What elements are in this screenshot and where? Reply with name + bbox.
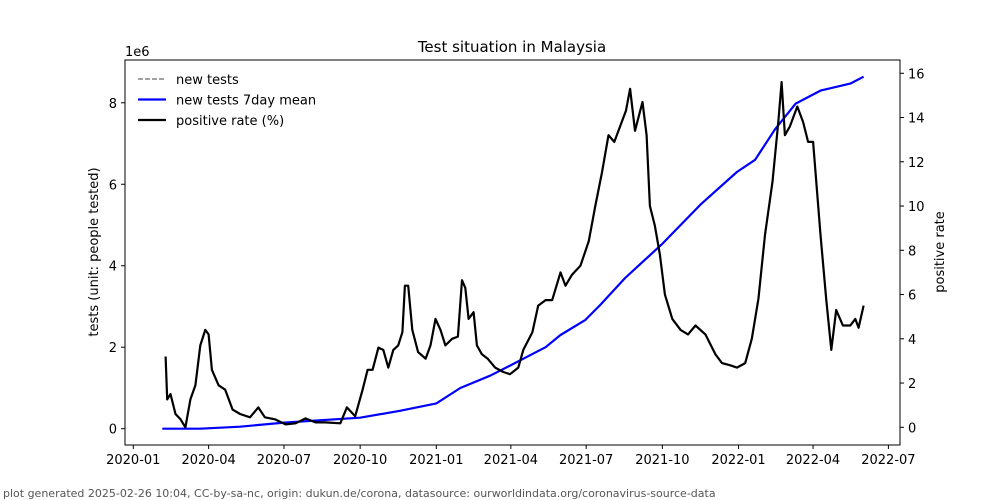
legend-label: positive rate (%) <box>176 114 284 129</box>
x-tick-label: 2021-04 <box>484 453 538 468</box>
plot-frame <box>124 59 901 446</box>
y-offset-label: 1e6 <box>125 45 150 60</box>
series-line-2 <box>164 80 865 429</box>
y-tick-label: 0 <box>109 423 117 438</box>
x-tick-label: 2020-10 <box>333 453 387 468</box>
x-tick-label: 2022-07 <box>861 453 915 468</box>
x-tick-label: 2021-01 <box>409 453 463 468</box>
x-tick-label: 2021-10 <box>635 453 689 468</box>
legend-label: new tests <box>176 73 239 88</box>
legend-label: new tests 7day mean <box>176 94 316 109</box>
y-tick-label: 8 <box>109 97 117 112</box>
x-tick-label: 2022-04 <box>786 453 840 468</box>
y-right-tick-label: 14 <box>908 112 925 127</box>
legend: new tests new tests 7day mean positive rat… <box>138 73 316 129</box>
y-right-tick-label: 8 <box>908 244 916 259</box>
y-right-tick-label: 12 <box>908 156 925 171</box>
y-right-tick-label: 4 <box>908 333 916 348</box>
x-tick-label: 2020-07 <box>257 453 311 468</box>
y-tick-label: 4 <box>109 260 117 275</box>
x-tick-label: 2021-07 <box>559 453 613 468</box>
y-tick-label: 2 <box>109 341 117 356</box>
y-right-tick-label: 16 <box>908 67 925 82</box>
x-tick-label: 2020-04 <box>181 453 235 468</box>
y-axis-label: tests (unit: people tested) <box>87 167 102 336</box>
footer: plot generated 2025-02-26 10:04, CC-by-s… <box>3 487 716 500</box>
y-right-tick-label: 2 <box>908 377 916 392</box>
x-tick-label: 2020-01 <box>106 453 160 468</box>
chart-title: Test situation in Malaysia <box>417 38 606 56</box>
y-right-tick-label: 0 <box>908 421 916 436</box>
x-tick-label: 2022-01 <box>711 453 765 468</box>
y-tick-label: 6 <box>109 178 117 193</box>
y-right-tick-label: 10 <box>908 200 925 215</box>
y-right-tick-label: 6 <box>908 289 916 304</box>
y-axis-right-label: positive rate <box>933 211 948 293</box>
